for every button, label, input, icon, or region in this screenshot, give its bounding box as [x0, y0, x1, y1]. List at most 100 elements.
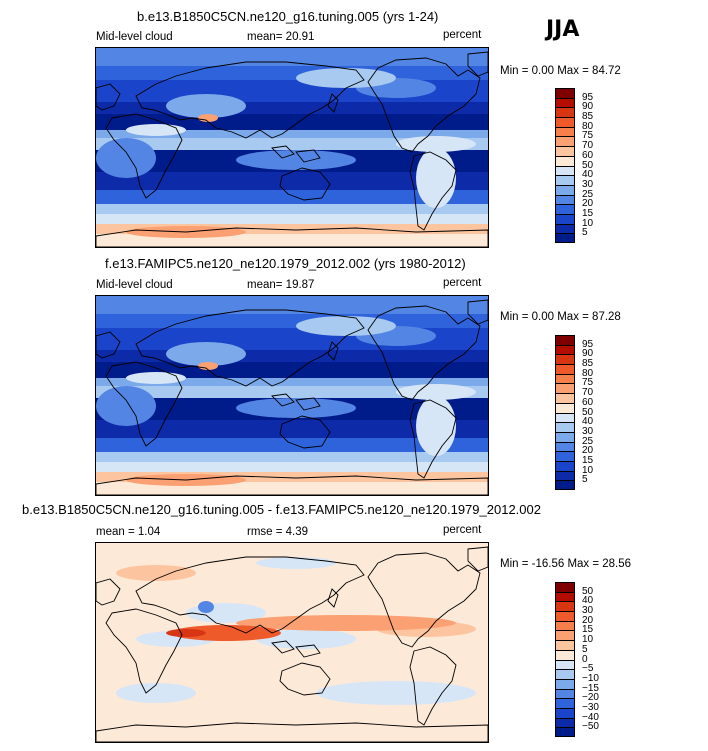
coastline: [96, 331, 121, 359]
colorbar-tick-label: 25: [582, 435, 594, 447]
colorbar-swatch: [555, 117, 575, 127]
panel-1-minmax: Min = 0.00 Max = 84.72: [500, 65, 621, 77]
cloud-field: [96, 138, 156, 178]
colorbar-swatch: [555, 373, 575, 384]
panel-1-unit: percent: [443, 29, 482, 41]
colorbar-tick-label: 50: [582, 406, 594, 418]
colorbar-swatch: [555, 184, 575, 195]
colorbar-swatch: [555, 591, 575, 602]
colorbar-tick-label: 40: [582, 595, 594, 607]
coastline: [135, 61, 365, 139]
colorbar-swatch: [555, 175, 575, 185]
colorbar-frame: [555, 335, 575, 490]
cloud-field: [96, 386, 156, 426]
colorbar-tick-label: 10: [582, 634, 594, 646]
cloud-band: [96, 472, 488, 482]
coastline: [96, 83, 121, 111]
diff-field: [256, 629, 356, 649]
colorbar-tick-label: 30: [582, 605, 594, 617]
panel-1-colorbar: 95 90 85 80 75 70 60 50 40 30 25 20 15 10 5: [555, 88, 615, 243]
cloud-field: [416, 148, 456, 208]
coastline: [105, 113, 183, 199]
coastline: [105, 608, 183, 694]
coastline: [467, 51, 488, 77]
cloud-band: [96, 452, 488, 462]
coastline: [96, 722, 488, 742]
colorbar-swatch: [555, 393, 575, 403]
colorbar-swatch: [555, 431, 575, 442]
colorbar-swatch: [555, 620, 575, 631]
colorbar-swatch: [555, 402, 575, 413]
coastline: [327, 93, 339, 113]
colorbar-tick-label: −50: [582, 721, 599, 733]
diff-field: [316, 681, 476, 705]
colorbar-tick-label: 30: [582, 425, 594, 437]
panel-2-title: f.e13.FAMIPC5.ne120_ne120.1979_2012.002 …: [105, 256, 466, 271]
diff-minimum: [198, 601, 214, 613]
colorbar-tick-label: 80: [582, 120, 594, 132]
diff-field: [116, 683, 196, 703]
season-label: JJA: [546, 17, 580, 42]
colorbar-swatch: [555, 669, 575, 679]
colorbar-tick-label: 75: [582, 130, 594, 142]
colorbar-swatch: [555, 233, 575, 243]
colorbar-swatch: [555, 335, 575, 345]
coastline: [279, 167, 331, 201]
colorbar-tick-label: 60: [582, 149, 594, 161]
coastline: [279, 662, 331, 696]
colorbar-swatch: [555, 630, 575, 641]
panel-2-minmax: Min = 0.00 Max = 87.28: [500, 311, 621, 323]
colorbar-swatch: [555, 688, 575, 699]
colorbar-swatch: [555, 223, 575, 234]
colorbar-tick-label: −30: [582, 701, 599, 713]
colorbar-tick-label: 70: [582, 140, 594, 152]
cloud-band: [96, 48, 488, 66]
panel-3-colorbar: 50 40 30 20 15 10 5 0 −5 −10 −15 −20 −30 −40 −50: [555, 582, 615, 737]
coastline: [135, 556, 365, 634]
colorbar-swatch: [555, 707, 575, 718]
cloud-field: [166, 94, 246, 118]
cloud-band: [96, 462, 488, 472]
colorbar-tick-label: 25: [582, 188, 594, 200]
colorbar-swatch: [555, 213, 575, 224]
colorbar-swatch: [555, 441, 575, 452]
coastline: [467, 546, 488, 572]
panel-1-variable-label: Mid-level cloud: [96, 31, 173, 43]
cloud-band: [96, 378, 488, 386]
colorbar-tick-label: −15: [582, 682, 599, 694]
cloud-band: [96, 350, 488, 362]
cloud-field: [396, 136, 476, 152]
cloud-band: [96, 224, 488, 234]
colorbar-swatch: [555, 601, 575, 612]
cloud-band: [96, 214, 488, 224]
colorbar-tick-label: 10: [582, 464, 594, 476]
colorbar-tick-label: 30: [582, 178, 594, 190]
cloud-field: [166, 342, 246, 366]
panel-1-map: [95, 47, 489, 248]
diff-field: [256, 557, 336, 569]
colorbar-swatch: [555, 727, 575, 737]
panel-2-unit: percent: [443, 277, 482, 289]
coastline: [295, 644, 321, 658]
cloud-field: [236, 150, 356, 170]
cloud-band: [96, 66, 488, 80]
colorbar-swatch: [555, 678, 575, 689]
colorbar-swatch: [555, 344, 575, 355]
cloud-band: [96, 138, 488, 150]
colorbar-tick-label: 5: [582, 227, 588, 239]
cloud-band: [96, 204, 488, 214]
colorbar-tick-label: 95: [582, 91, 594, 103]
cloud-band: [96, 190, 488, 204]
coastline: [327, 341, 339, 361]
coastline: [409, 151, 457, 231]
coastline: [367, 57, 481, 153]
colorbar-swatch: [555, 354, 575, 365]
coastline: [279, 415, 331, 449]
cloud-maximum: [198, 114, 218, 122]
colorbar-tick-label: 90: [582, 101, 594, 113]
colorbar-frame: [555, 582, 575, 737]
coastline: [295, 149, 321, 163]
colorbar-swatch: [555, 165, 575, 176]
panel-1-mean: mean= 20.91: [247, 31, 315, 43]
coastline: [96, 227, 488, 247]
